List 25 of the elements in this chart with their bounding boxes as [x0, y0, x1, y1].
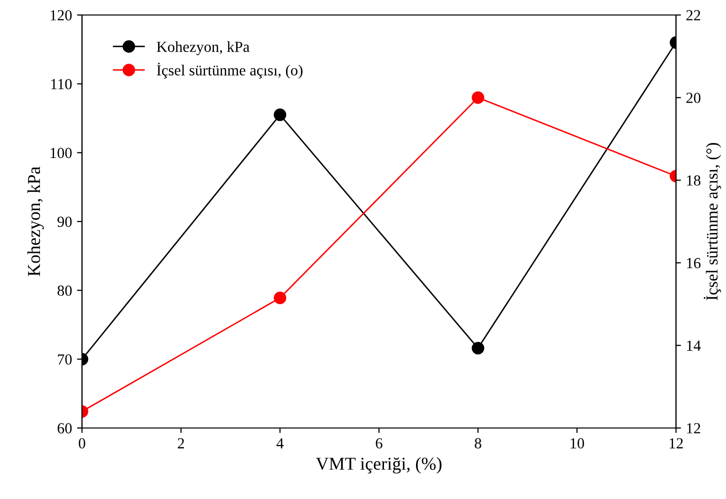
x-tick-label: 2: [178, 438, 184, 448]
y2-tick-label: 16: [687, 258, 701, 268]
x-tick-label: 12: [670, 438, 683, 448]
legend-label: İçsel sürtünme açısı, (o): [156, 62, 302, 79]
y-tick-label: 90: [57, 216, 72, 227]
y-tick-label: 80: [58, 285, 72, 296]
y-tick-label: 110: [51, 78, 72, 90]
y2-tick-label: 18: [687, 175, 700, 186]
x-tick-label: 4: [276, 438, 284, 448]
y-tick-label: 120: [50, 10, 72, 20]
x-tick-label: 0: [78, 438, 86, 448]
x-tick-label: 10: [570, 438, 584, 448]
y2-tick-label: 12: [687, 423, 700, 434]
x-tick-label: 6: [376, 438, 382, 448]
y2-tick-label: 20: [686, 92, 700, 104]
legend-label: Kohezyon, kPa: [156, 41, 250, 56]
y2-axis-title: İçsel sürtünme açısı, (°): [704, 143, 722, 300]
y-axis-title: Kohezyon, kPa: [27, 166, 44, 276]
x-axis-title: VMT içeriği, (%): [316, 457, 442, 474]
y-tick-label: 70: [58, 354, 72, 365]
y2-tick-label: 22: [686, 10, 700, 20]
x-tick-label: 8: [474, 438, 482, 448]
y2-tick-label: 14: [687, 340, 701, 351]
y-tick-label: 60: [58, 423, 72, 434]
y-tick-label: 100: [50, 148, 72, 158]
